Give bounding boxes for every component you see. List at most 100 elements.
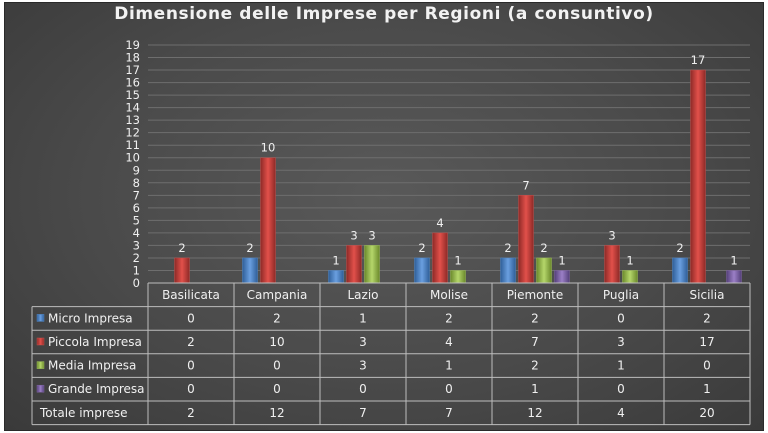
y-tick-label: 1 bbox=[133, 263, 140, 277]
table-cell: 3 bbox=[359, 359, 367, 373]
table-cell: 2 bbox=[273, 311, 281, 325]
table-cell: 1 bbox=[617, 359, 625, 373]
y-tick-label: 19 bbox=[125, 38, 140, 52]
table-cell: 4 bbox=[617, 406, 625, 420]
table-category-label: Basilicata bbox=[162, 288, 220, 302]
data-label: 4 bbox=[436, 216, 443, 230]
y-tick-label: 0 bbox=[133, 276, 140, 290]
data-label: 3 bbox=[608, 228, 615, 242]
table-category-label: Campania bbox=[247, 288, 308, 302]
bars bbox=[174, 69, 742, 284]
table-cell: 12 bbox=[527, 406, 542, 420]
bar bbox=[622, 270, 638, 284]
table-cell: 3 bbox=[359, 335, 367, 349]
table-cell: 2 bbox=[187, 335, 195, 349]
table-cell: 0 bbox=[187, 382, 195, 396]
data-label: 1 bbox=[332, 253, 339, 267]
legend-key bbox=[36, 314, 45, 322]
legend-key bbox=[36, 361, 45, 369]
table-category-label: Lazio bbox=[347, 288, 378, 302]
data-label: 10 bbox=[261, 141, 276, 155]
y-tick-label: 17 bbox=[125, 63, 140, 77]
table-cell: 0 bbox=[617, 382, 625, 396]
bar bbox=[554, 270, 570, 284]
data-label: 2 bbox=[540, 241, 547, 255]
table-cell: 17 bbox=[699, 335, 714, 349]
table-cell: 7 bbox=[531, 335, 539, 349]
table-cell: 7 bbox=[445, 406, 453, 420]
table-cell: 0 bbox=[187, 311, 195, 325]
table-cell: 2 bbox=[531, 359, 539, 373]
table-cell: 0 bbox=[617, 311, 625, 325]
table-cell: 0 bbox=[187, 359, 195, 373]
table-cell: 3 bbox=[617, 335, 625, 349]
y-tick-label: 11 bbox=[125, 138, 140, 152]
y-tick-label: 6 bbox=[133, 201, 140, 215]
y-tick-label: 5 bbox=[133, 213, 140, 227]
table-series-name: Media Impresa bbox=[48, 359, 136, 373]
table-cell: 0 bbox=[445, 382, 453, 396]
y-tick-label: 3 bbox=[133, 238, 140, 252]
data-label: 1 bbox=[730, 253, 737, 267]
bar bbox=[242, 257, 258, 284]
bar bbox=[726, 270, 742, 284]
y-tick-label: 18 bbox=[125, 51, 140, 65]
bar bbox=[536, 257, 552, 284]
bar bbox=[518, 195, 534, 284]
table-category-label: Molise bbox=[430, 288, 468, 302]
table-cell: 10 bbox=[269, 335, 284, 349]
bar bbox=[260, 157, 276, 284]
y-tick-label: 7 bbox=[133, 188, 140, 202]
table-cell: 0 bbox=[273, 382, 281, 396]
table-cell: 7 bbox=[359, 406, 367, 420]
y-tick-label: 14 bbox=[125, 101, 140, 115]
data-label: 2 bbox=[504, 241, 511, 255]
table-cell: 1 bbox=[445, 359, 453, 373]
y-tick-label: 16 bbox=[125, 76, 140, 90]
data-label: 2 bbox=[418, 241, 425, 255]
y-tick-label: 8 bbox=[133, 176, 140, 190]
table-category-label: Puglia bbox=[603, 288, 639, 302]
table-category-label: Sicilia bbox=[690, 288, 725, 302]
y-tick-label: 12 bbox=[125, 126, 140, 140]
table-cell: 20 bbox=[699, 406, 714, 420]
y-tick-label: 2 bbox=[133, 251, 140, 265]
table-series-name: Micro Impresa bbox=[48, 311, 133, 325]
table-series-name: Piccola Impresa bbox=[48, 335, 142, 349]
data-label: 3 bbox=[368, 228, 375, 242]
table-cell: 2 bbox=[531, 311, 539, 325]
bar bbox=[672, 257, 688, 284]
chart-title: Dimensione delle Imprese per Regioni (a … bbox=[114, 4, 654, 24]
table-cell: 2 bbox=[703, 311, 711, 325]
table-cell: 2 bbox=[445, 311, 453, 325]
data-table: Basilicata Campania Lazio Molise Piemonte Pug… bbox=[31, 282, 751, 426]
data-label: 1 bbox=[558, 253, 565, 267]
y-tick-label: 13 bbox=[125, 113, 140, 127]
data-label: 1 bbox=[454, 253, 461, 267]
table-cell: 0 bbox=[359, 382, 367, 396]
data-label: 2 bbox=[246, 241, 253, 255]
y-tick-label: 9 bbox=[133, 163, 140, 177]
bar bbox=[328, 270, 344, 284]
gridlines bbox=[148, 44, 750, 284]
table-cell: 0 bbox=[273, 359, 281, 373]
data-label: 17 bbox=[691, 53, 706, 67]
chart-background bbox=[4, 2, 764, 431]
data-label: 1 bbox=[626, 253, 633, 267]
table-total-name: Totale imprese bbox=[39, 406, 128, 420]
table-cell: 2 bbox=[187, 406, 195, 420]
table-cell: 1 bbox=[359, 311, 367, 325]
bar bbox=[432, 232, 448, 284]
bar bbox=[450, 270, 466, 284]
table-cell: 12 bbox=[269, 406, 284, 420]
bar bbox=[364, 245, 380, 284]
bar bbox=[174, 257, 190, 284]
bar bbox=[346, 245, 362, 284]
table-cell: 0 bbox=[703, 359, 711, 373]
y-tick-label: 10 bbox=[125, 151, 140, 165]
bar bbox=[500, 257, 516, 284]
y-tick-label: 15 bbox=[125, 88, 140, 102]
bar bbox=[414, 257, 430, 284]
